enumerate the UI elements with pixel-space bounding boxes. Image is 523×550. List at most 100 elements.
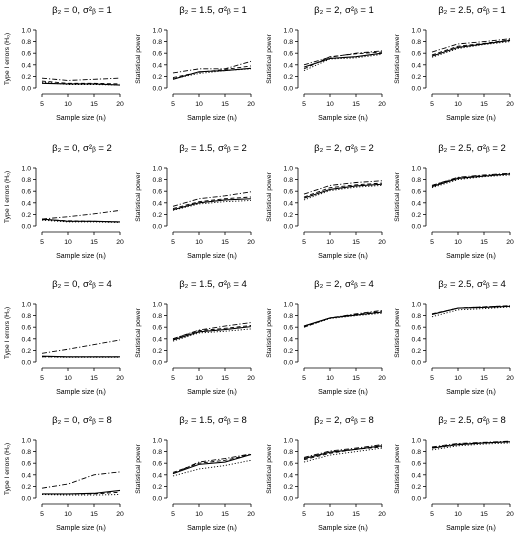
series-line-dashdot xyxy=(41,209,121,220)
panel-1-2: β₂ = 1.5, σ²ᵦ = 1 0.0 0.2 0.4 0.6 0.8 1.0 Statis… xyxy=(135,5,255,122)
series-line-dashed xyxy=(41,219,121,223)
y-tick-label: 0.0 xyxy=(22,86,32,93)
y-tick-label: 0.8 xyxy=(153,449,163,456)
y-tick-label: 0.8 xyxy=(22,449,32,456)
panel-3-2: β₂ = 1.5, σ²ᵦ = 4 0.0 0.2 0.4 0.6 0.8 1.0 Statis… xyxy=(135,279,255,396)
panel-title-beta: β₂ = 1.5, xyxy=(179,143,215,154)
y-tick-label: 0.6 xyxy=(284,189,294,196)
series-line-dashed xyxy=(42,491,121,495)
y-tick-label: 0.8 xyxy=(153,313,163,320)
panel-2-2: β₂ = 1.5, σ²ᵦ = 2 0.0 0.2 0.4 0.6 0.8 1.0 Statis… xyxy=(135,143,255,260)
x-tick-label: 10 xyxy=(454,375,462,382)
x-axis-label: Sample size (nᵢ) xyxy=(446,389,496,396)
x-tick-label: 5 xyxy=(302,101,306,108)
x-axis-label: Sample size (nᵢ) xyxy=(318,253,368,260)
y-axis-label: Statistical power xyxy=(394,34,401,84)
series-line-dotted xyxy=(303,184,383,201)
x-tick-label: 5 xyxy=(40,239,44,246)
y-tick-label: 0.2 xyxy=(153,484,163,491)
x-axis-label: Sample size (nᵢ) xyxy=(318,389,368,396)
y-axis-label: Type I errors (H₀) xyxy=(4,443,11,495)
panel-title-sigma: σ²ᵦ = 8 xyxy=(218,415,247,426)
x-tick-label: 15 xyxy=(90,239,98,246)
series-line-solid xyxy=(431,173,511,188)
x-tick-label: 20 xyxy=(247,101,255,108)
panel-title: β₂ = 1.5, σ²ᵦ = 1 xyxy=(179,5,247,16)
panel-2-1: β₂ = 0, σ²ᵦ = 2 0.0 0.2 0.4 0.6 0.8 1.0 Type I e… xyxy=(4,143,124,260)
y-tick-label: 0.8 xyxy=(284,313,294,320)
y-tick-label: 0.6 xyxy=(412,189,422,196)
series-line-dotted xyxy=(431,442,511,451)
panel-title: β₂ = 0, σ²ᵦ = 1 xyxy=(52,5,112,16)
panel-title: β₂ = 0, σ²ᵦ = 8 xyxy=(52,415,112,426)
y-tick-label: 1.0 xyxy=(284,302,294,309)
y-axis-label: Statistical power xyxy=(394,172,401,222)
y-tick-label: 0.4 xyxy=(22,62,32,69)
panel-3-1: β₂ = 0, σ²ᵦ = 4 0.0 0.2 0.4 0.6 0.8 1.0 Type I e… xyxy=(4,279,124,396)
y-tick-label: 0.0 xyxy=(412,496,422,503)
x-tick-label: 5 xyxy=(40,375,44,382)
y-tick-label: 0.2 xyxy=(153,348,163,355)
series-line-dotted xyxy=(431,306,511,318)
y-tick-label: 0.0 xyxy=(22,360,32,367)
y-tick-label: 0.6 xyxy=(22,461,32,468)
series-line-dashdot xyxy=(172,60,252,74)
series-line-dashed xyxy=(303,182,383,198)
y-tick-label: 0.0 xyxy=(153,224,163,231)
x-axis-label: Sample size (nᵢ) xyxy=(318,525,368,532)
series-line-dashdot xyxy=(431,38,511,53)
y-axis-label: Statistical power xyxy=(135,172,142,222)
y-tick-label: 0.2 xyxy=(284,348,294,355)
panel-title: β₂ = 2.5, σ²ᵦ = 4 xyxy=(438,279,506,290)
y-axis-label: Statistical power xyxy=(266,444,273,494)
panel-title: β₂ = 1.5, σ²ᵦ = 8 xyxy=(179,415,247,426)
x-tick-label: 5 xyxy=(171,101,175,108)
y-tick-label: 1.0 xyxy=(153,28,163,35)
series-line-dashdot xyxy=(303,180,383,195)
series-line-dotted xyxy=(41,494,121,496)
x-tick-label: 20 xyxy=(116,101,124,108)
y-tick-label: 0.4 xyxy=(153,62,163,69)
x-tick-label: 15 xyxy=(221,511,229,518)
x-tick-label: 15 xyxy=(221,101,229,108)
x-tick-label: 10 xyxy=(195,239,203,246)
y-tick-label: 0.8 xyxy=(153,177,163,184)
x-tick-label: 15 xyxy=(90,101,98,108)
panel-1-3: β₂ = 2, σ²ᵦ = 1 0.0 0.2 0.4 0.6 0.8 1.0 Statisti… xyxy=(266,5,386,122)
y-tick-label: 0.2 xyxy=(412,74,422,81)
y-axis-label: Statistical power xyxy=(135,308,142,358)
x-tick-label: 10 xyxy=(326,239,334,246)
x-tick-label: 10 xyxy=(195,511,203,518)
x-axis-label: Sample size (nᵢ) xyxy=(446,253,496,260)
y-tick-label: 0.6 xyxy=(284,51,294,58)
y-tick-label: 0.8 xyxy=(22,39,32,46)
y-tick-label: 1.0 xyxy=(284,166,294,173)
y-tick-label: 0.2 xyxy=(22,74,32,81)
panel-title-beta: β₂ = 0, xyxy=(52,415,80,426)
panel-title: β₂ = 2, σ²ᵦ = 4 xyxy=(314,279,374,290)
series-line-dotted xyxy=(431,174,511,189)
series-line-dotted xyxy=(172,459,252,477)
panel-title-beta: β₂ = 1.5, xyxy=(179,5,215,16)
panel-title-sigma: σ²ᵦ = 1 xyxy=(477,5,506,16)
x-tick-label: 15 xyxy=(480,511,488,518)
panel-title-beta: β₂ = 0, xyxy=(52,143,80,154)
x-tick-label: 15 xyxy=(221,239,229,246)
x-axis-label: Sample size (nᵢ) xyxy=(446,525,496,532)
y-tick-label: 0.4 xyxy=(153,200,163,207)
x-axis-label: Sample size (nᵢ) xyxy=(187,389,237,396)
series-line-dotted xyxy=(303,312,383,328)
x-tick-label: 15 xyxy=(352,101,360,108)
y-tick-label: 0.4 xyxy=(22,472,32,479)
x-tick-label: 5 xyxy=(430,375,434,382)
x-tick-label: 20 xyxy=(506,239,514,246)
x-tick-label: 5 xyxy=(171,375,175,382)
panel-2-4: β₂ = 2.5, σ²ᵦ = 2 0.0 0.2 0.4 0.6 0.8 1.0 Statis… xyxy=(394,143,514,260)
panel-title-beta: β₂ = 1.5, xyxy=(179,279,215,290)
series-line-dashdot xyxy=(41,339,121,354)
x-tick-label: 20 xyxy=(247,511,255,518)
series-line-solid xyxy=(303,183,383,199)
series-line-dotted xyxy=(303,447,383,463)
panel-title-beta: β₂ = 1.5, xyxy=(179,415,215,426)
y-tick-label: 0.0 xyxy=(153,86,163,93)
